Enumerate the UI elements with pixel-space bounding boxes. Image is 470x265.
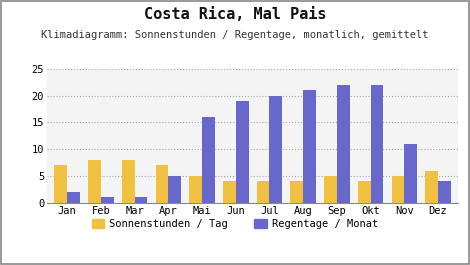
Bar <box>324 176 337 203</box>
Bar <box>371 85 384 203</box>
Bar <box>438 181 451 203</box>
Bar <box>168 176 181 203</box>
Bar <box>134 197 148 203</box>
Bar <box>290 181 303 203</box>
Bar <box>202 117 215 203</box>
Legend: Sonnenstunden / Tag, Regentage / Monat: Sonnenstunden / Tag, Regentage / Monat <box>92 219 378 229</box>
Bar <box>269 96 282 203</box>
Bar <box>236 101 249 203</box>
Bar <box>189 176 202 203</box>
Bar <box>122 160 134 203</box>
Bar <box>55 165 67 203</box>
Bar <box>404 144 417 203</box>
Bar <box>392 176 404 203</box>
Bar <box>67 192 80 203</box>
Text: Costa Rica, Mal Pais: Costa Rica, Mal Pais <box>144 7 326 22</box>
Bar <box>303 90 316 203</box>
Bar <box>257 181 269 203</box>
Bar <box>358 181 371 203</box>
Bar <box>337 85 350 203</box>
Text: Klimadiagramm: Sonnenstunden / Regentage, monatlich, gemittelt: Klimadiagramm: Sonnenstunden / Regentage… <box>41 30 429 41</box>
Text: Copyright (C) 2011 sonnenlaender.de: Copyright (C) 2011 sonnenlaender.de <box>132 248 338 257</box>
Bar <box>101 197 114 203</box>
Bar <box>223 181 236 203</box>
Bar <box>425 171 438 203</box>
Bar <box>156 165 168 203</box>
Bar <box>88 160 101 203</box>
